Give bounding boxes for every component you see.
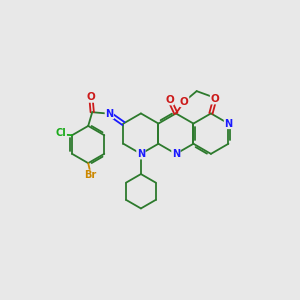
Text: O: O (165, 95, 174, 105)
Text: N: N (172, 149, 180, 159)
Text: O: O (180, 97, 189, 106)
Text: N: N (224, 118, 232, 128)
Text: N: N (137, 149, 145, 159)
Text: Br: Br (84, 170, 96, 180)
Text: Cl: Cl (56, 128, 66, 138)
Text: O: O (211, 94, 219, 104)
Text: N: N (105, 109, 113, 119)
Text: O: O (86, 92, 95, 102)
